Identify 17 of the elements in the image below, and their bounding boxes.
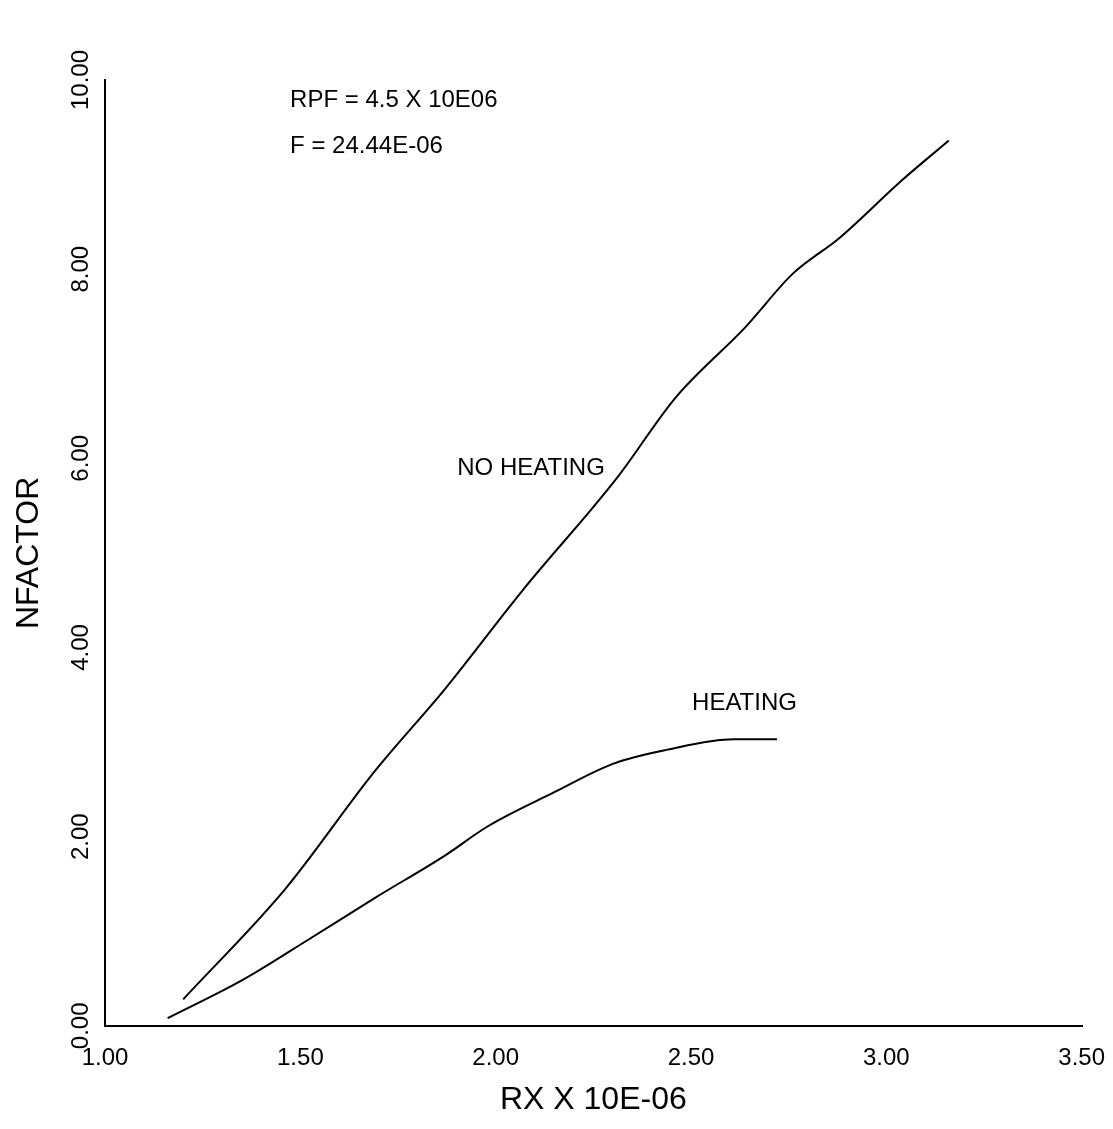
x-tick-label: 3.00	[862, 1042, 910, 1070]
y-tick-label: 10.00	[65, 49, 93, 111]
line-series	[166, 738, 778, 1020]
y-tick-label: 6.00	[65, 434, 93, 482]
y-tick-label: 2.00	[65, 813, 93, 860]
x-axis-title: RX X 10E-06	[499, 1079, 687, 1116]
y-tick-label: 4.00	[65, 624, 93, 671]
x-tick-label: 2.00	[472, 1042, 520, 1070]
x-tick-label: 1.50	[277, 1042, 324, 1070]
annotation: RPF = 4.5 X 10E06	[290, 84, 498, 112]
y-tick-label: 8.00	[65, 245, 93, 293]
annotation: F = 24.44E-06	[290, 130, 443, 158]
series-label: NO HEATING	[457, 452, 605, 480]
y-axis-title: NFACTOR	[9, 476, 46, 630]
x-tick-label: 3.50	[1058, 1042, 1105, 1070]
series-label: HEATING	[692, 687, 797, 715]
x-tick-label: 2.50	[667, 1042, 715, 1070]
